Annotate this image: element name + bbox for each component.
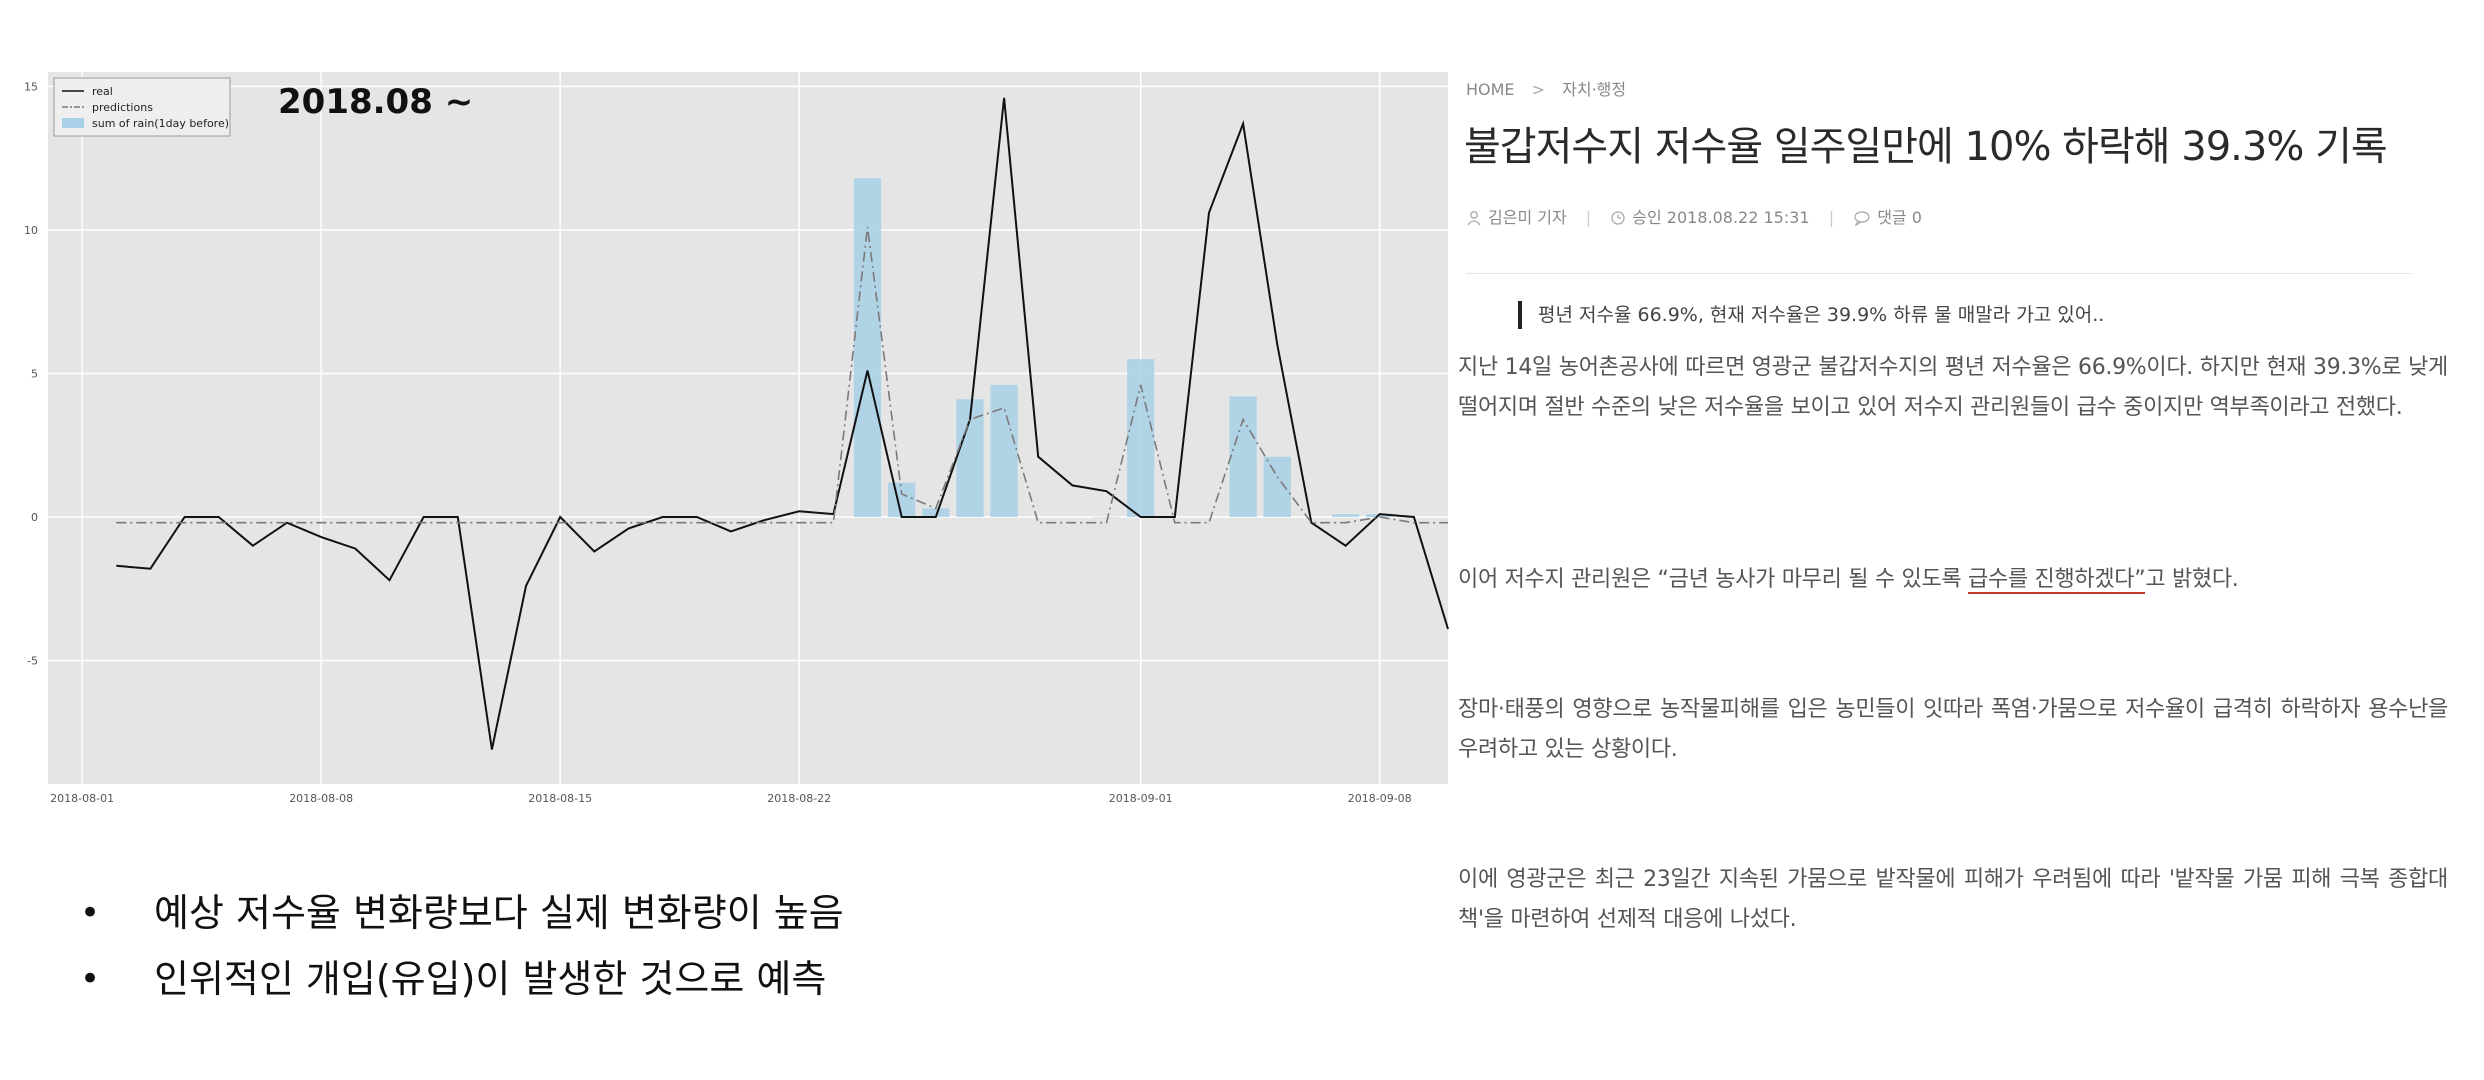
x-tick-label: 2018-09-08 — [1348, 792, 1412, 805]
y-tick-label: 5 — [31, 367, 38, 380]
y-tick-label: 10 — [24, 224, 38, 237]
tick-labels: 15 10 5 0 -5 2018-08-01 2018-08-08 2018-08-15 20… — [24, 80, 1412, 805]
divider — [1466, 273, 2412, 274]
rain-bars — [853, 178, 1394, 518]
rain-bar — [1127, 359, 1155, 517]
series-lines — [116, 97, 1449, 750]
article-paragraph: 이에 영광군은 최근 23일간 지속된 가뭄으로 밭작물에 피해가 우려됨에 따… — [1458, 867, 2448, 932]
rain-bar — [1229, 396, 1257, 517]
meta-divider: | — [1585, 208, 1592, 227]
article-paragraph: 장마·태풍의 영향으로 농작물피해를 입은 농민들이 잇따라 폭염·가뭄으로 저… — [1458, 697, 2448, 762]
legend-swatch — [62, 118, 84, 128]
article-approved-time: 승인 2018.08.22 15:31 — [1632, 208, 1810, 227]
breadcrumb: HOME > 자치·행정 — [1466, 76, 1626, 100]
rain-bar — [1092, 517, 1121, 518]
clock-icon — [1611, 211, 1625, 225]
y-tick-label: -5 — [27, 655, 38, 668]
plot-background — [48, 72, 1448, 784]
paragraph-text: 고 밝혔다. — [2145, 567, 2239, 592]
legend-label: sum of rain(1day before) — [92, 117, 229, 130]
chart: 15 10 5 0 -5 2018-08-01 2018-08-08 2018-08-15 20… — [24, 72, 1449, 805]
breadcrumb-home[interactable]: HOME — [1466, 80, 1515, 99]
series-line-real — [116, 97, 1449, 750]
meta-divider: | — [1828, 208, 1835, 227]
rain-bar — [1331, 514, 1360, 517]
article-meta: 김은미 기자 | 승인 2018.08.22 15:31 | 댓글 0 — [1466, 204, 1922, 228]
user-icon — [1467, 211, 1481, 226]
comment-icon — [1854, 211, 1870, 227]
article-author: 김은미 기자 — [1488, 208, 1567, 227]
article-paragraph: 지난 14일 농어촌공사에 따르면 영광군 불갑저수지의 평년 저수율은 66.… — [1458, 355, 2448, 420]
underlined-text: 급수를 진행하겠다” — [1968, 567, 2146, 594]
article-comments-link[interactable]: 댓글 0 — [1877, 208, 1922, 227]
y-tick-label: 0 — [31, 511, 38, 524]
legend: real predictions sum of rain(1day before) — [53, 77, 231, 137]
x-tick-label: 2018-08-15 — [528, 792, 592, 805]
chevron-right-icon: > — [1531, 80, 1546, 99]
legend-label: real — [92, 85, 113, 98]
x-tick-label: 2018-09-01 — [1109, 792, 1173, 805]
article-headline: 불갑저수지 저수율 일주일만에 10% 하락해 39.3% 기록 — [1464, 124, 2388, 170]
bullet-list: 예상 저수율 변화량보다 실제 변화량이 높음 인위적인 개입(유입)이 발생한… — [80, 880, 844, 1012]
bullet-item: 예상 저수율 변화량보다 실제 변화량이 높음 — [80, 880, 844, 946]
rain-bar — [1366, 514, 1394, 517]
rain-bar — [1263, 456, 1291, 517]
rain-bar — [990, 384, 1018, 517]
bullet-item: 인위적인 개입(유입)이 발생한 것으로 예측 — [80, 946, 844, 1012]
breadcrumb-section[interactable]: 자치·행정 — [1562, 80, 1627, 99]
legend-label: predictions — [92, 101, 153, 114]
x-tick-label: 2018-08-08 — [289, 792, 353, 805]
article-paragraph: 이어 저수지 관리원은 “금년 농사가 마무리 될 수 있도록 급수를 진행하겠… — [1458, 560, 2448, 600]
paragraph-text: 이어 저수지 관리원은 “금년 농사가 마무리 될 수 있도록 — [1458, 567, 1969, 592]
rain-bar — [888, 482, 916, 517]
y-tick-label: 15 — [24, 80, 38, 93]
x-tick-label: 2018-08-22 — [767, 792, 831, 805]
chart-overlay-title: 2018.08 ~ — [278, 82, 474, 122]
rain-bar — [922, 508, 950, 517]
series-line-predictions — [116, 226, 1448, 524]
article-summary-quote: 평년 저수율 66.9%, 현재 저수율은 39.9% 하류 물 매말라 가고 … — [1518, 301, 2104, 329]
rain-bar — [853, 178, 882, 517]
x-tick-label: 2018-08-01 — [50, 792, 114, 805]
